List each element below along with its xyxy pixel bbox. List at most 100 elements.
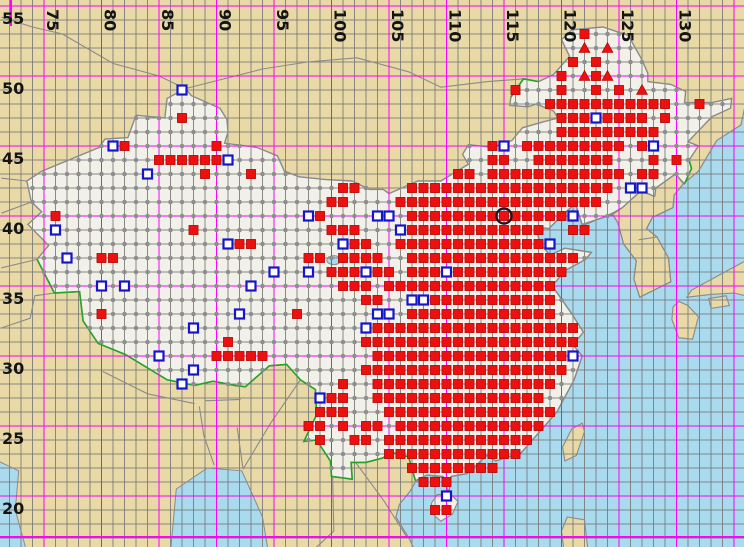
- red-square-marker[interactable]: [211, 155, 222, 165]
- red-square-marker[interactable]: [96, 309, 107, 319]
- red-square-marker[interactable]: [533, 267, 544, 277]
- red-square-marker[interactable]: [510, 169, 521, 179]
- red-square-marker[interactable]: [499, 197, 509, 207]
- blue-square-marker[interactable]: [440, 266, 453, 278]
- red-square-marker[interactable]: [315, 435, 325, 445]
- red-square-marker[interactable]: [522, 169, 532, 179]
- red-square-marker[interactable]: [499, 295, 509, 305]
- red-square-marker[interactable]: [464, 309, 475, 319]
- red-square-marker[interactable]: [349, 267, 360, 277]
- red-square-marker[interactable]: [441, 393, 452, 403]
- red-square-marker[interactable]: [384, 281, 394, 291]
- red-square-marker[interactable]: [338, 183, 348, 193]
- red-square-marker[interactable]: [372, 267, 383, 277]
- red-square-marker[interactable]: [246, 169, 256, 179]
- red-square-marker[interactable]: [591, 197, 601, 207]
- red-square-marker[interactable]: [464, 239, 475, 249]
- red-square-marker[interactable]: [430, 407, 440, 417]
- red-square-marker[interactable]: [522, 211, 532, 221]
- red-square-marker[interactable]: [407, 365, 417, 375]
- red-square-marker[interactable]: [395, 449, 406, 459]
- red-square-marker[interactable]: [349, 435, 360, 445]
- red-square-marker[interactable]: [487, 169, 498, 179]
- blue-square-marker[interactable]: [636, 182, 648, 194]
- red-square-marker[interactable]: [522, 337, 532, 347]
- red-square-marker[interactable]: [453, 463, 463, 473]
- red-square-marker[interactable]: [533, 393, 544, 403]
- red-square-marker[interactable]: [430, 463, 440, 473]
- red-square-marker[interactable]: [579, 183, 590, 193]
- red-square-marker[interactable]: [637, 99, 647, 109]
- red-square-marker[interactable]: [395, 407, 406, 417]
- red-square-marker[interactable]: [407, 435, 417, 445]
- red-square-marker[interactable]: [464, 379, 475, 389]
- blue-square-marker[interactable]: [314, 392, 326, 404]
- red-square-marker[interactable]: [200, 155, 210, 165]
- red-square-marker[interactable]: [407, 407, 417, 417]
- red-square-marker[interactable]: [568, 337, 578, 347]
- red-square-marker[interactable]: [292, 309, 302, 319]
- red-square-marker[interactable]: [453, 309, 463, 319]
- red-square-marker[interactable]: [453, 197, 463, 207]
- red-square-marker[interactable]: [430, 183, 440, 193]
- red-square-marker[interactable]: [568, 323, 578, 333]
- red-square-marker[interactable]: [418, 309, 429, 319]
- red-square-marker[interactable]: [338, 421, 348, 431]
- red-square-marker[interactable]: [384, 323, 394, 333]
- blue-square-marker[interactable]: [302, 210, 315, 222]
- red-square-marker[interactable]: [395, 379, 406, 389]
- red-square-marker[interactable]: [568, 169, 578, 179]
- red-square-marker[interactable]: [568, 155, 578, 165]
- red-square-marker[interactable]: [234, 351, 245, 361]
- red-square-marker[interactable]: [522, 421, 532, 431]
- red-square-marker[interactable]: [165, 155, 176, 165]
- red-square-marker[interactable]: [556, 365, 567, 375]
- red-square-marker[interactable]: [430, 365, 440, 375]
- red-square-marker[interactable]: [579, 197, 590, 207]
- red-square-marker[interactable]: [384, 351, 394, 361]
- red-square-marker[interactable]: [430, 505, 440, 515]
- red-square-marker[interactable]: [533, 421, 544, 431]
- red-square-marker[interactable]: [430, 197, 440, 207]
- red-square-marker[interactable]: [441, 253, 452, 263]
- red-square-marker[interactable]: [407, 393, 417, 403]
- red-square-marker[interactable]: [660, 113, 670, 123]
- red-square-marker[interactable]: [568, 127, 578, 137]
- red-square-marker[interactable]: [407, 197, 417, 207]
- red-square-marker[interactable]: [177, 155, 187, 165]
- red-square-marker[interactable]: [395, 239, 406, 249]
- red-square-marker[interactable]: [487, 393, 498, 403]
- red-square-marker[interactable]: [579, 29, 590, 39]
- red-square-marker[interactable]: [441, 197, 452, 207]
- red-square-marker[interactable]: [579, 99, 590, 109]
- red-square-marker[interactable]: [338, 253, 348, 263]
- red-square-marker[interactable]: [591, 85, 601, 95]
- red-square-marker[interactable]: [522, 267, 532, 277]
- red-square-marker[interactable]: [315, 421, 325, 431]
- blue-square-marker[interactable]: [222, 154, 234, 166]
- red-square-marker[interactable]: [476, 295, 486, 305]
- red-square-marker[interactable]: [418, 435, 429, 445]
- red-square-marker[interactable]: [499, 183, 509, 193]
- red-square-marker[interactable]: [522, 435, 532, 445]
- red-square-marker[interactable]: [338, 197, 348, 207]
- red-square-marker[interactable]: [338, 281, 348, 291]
- red-square-marker[interactable]: [487, 337, 498, 347]
- red-square-marker[interactable]: [579, 155, 590, 165]
- blue-square-marker[interactable]: [394, 224, 407, 236]
- blue-square-marker[interactable]: [360, 266, 372, 278]
- red-square-marker[interactable]: [487, 421, 498, 431]
- red-square-marker[interactable]: [579, 169, 590, 179]
- blue-square-marker[interactable]: [360, 322, 372, 334]
- red-square-marker[interactable]: [441, 463, 452, 473]
- red-square-marker[interactable]: [476, 379, 486, 389]
- red-square-marker[interactable]: [476, 393, 486, 403]
- red-square-marker[interactable]: [441, 309, 452, 319]
- red-triangle-marker[interactable]: [578, 69, 591, 81]
- red-square-marker[interactable]: [487, 309, 498, 319]
- red-square-marker[interactable]: [223, 337, 233, 347]
- red-square-marker[interactable]: [418, 463, 429, 473]
- red-square-marker[interactable]: [430, 351, 440, 361]
- red-square-marker[interactable]: [556, 323, 567, 333]
- red-square-marker[interactable]: [211, 141, 222, 151]
